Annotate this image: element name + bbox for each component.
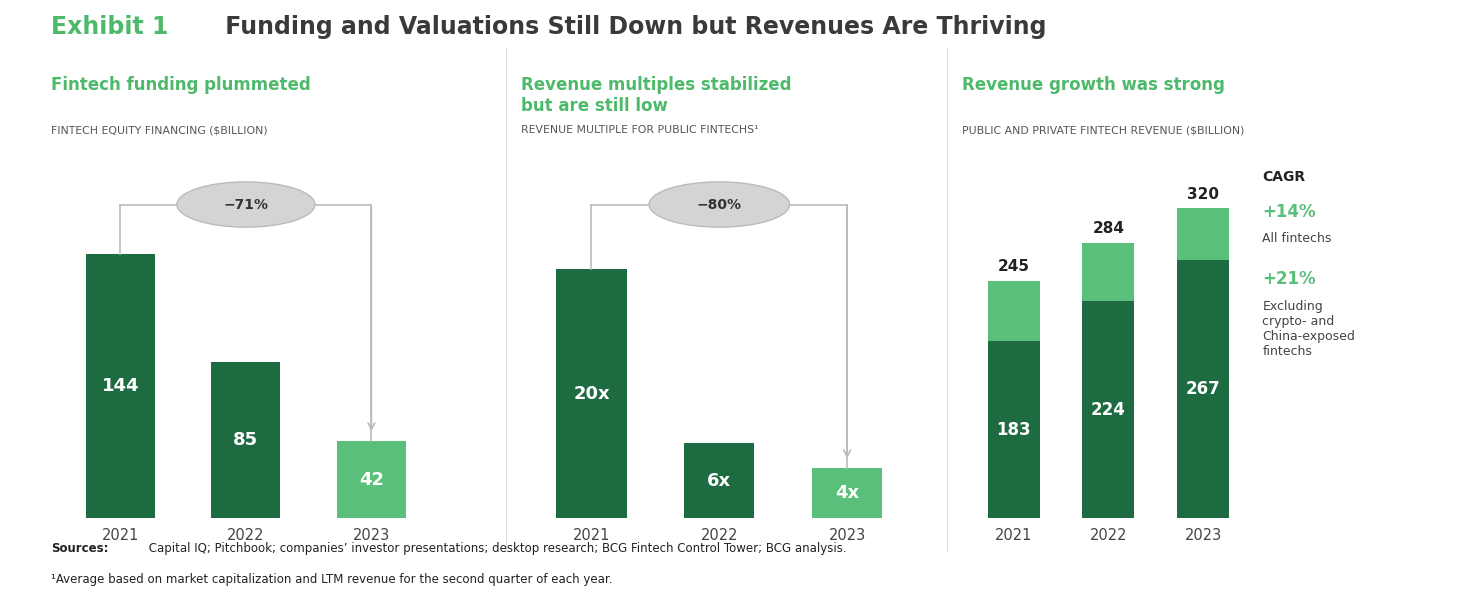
Text: Revenue growth was strong: Revenue growth was strong [962, 76, 1224, 94]
Text: Sources:: Sources: [51, 542, 109, 555]
Bar [211, 362, 280, 518]
Text: Exhibit 1: Exhibit 1 [51, 15, 169, 39]
Ellipse shape [176, 182, 316, 227]
Bar [1177, 208, 1229, 260]
Text: All fintechs: All fintechs [1262, 232, 1331, 245]
Text: 4x: 4x [835, 484, 859, 502]
Ellipse shape [649, 182, 790, 227]
Text: Revenue multiples stabilized
but are still low: Revenue multiples stabilized but are sti… [521, 76, 791, 115]
Text: 245: 245 [998, 259, 1029, 274]
Text: 267: 267 [1186, 380, 1220, 398]
Bar [988, 281, 1039, 341]
Text: 144: 144 [101, 377, 139, 395]
Text: 85: 85 [233, 431, 258, 449]
Text: 6x: 6x [708, 472, 731, 490]
Bar [684, 444, 755, 518]
Bar [812, 468, 882, 518]
Bar [1177, 260, 1229, 518]
Text: PUBLIC AND PRIVATE FINTECH REVENUE ($BILLION): PUBLIC AND PRIVATE FINTECH REVENUE ($BIL… [962, 125, 1243, 136]
Text: 320: 320 [1188, 187, 1218, 202]
Text: CAGR: CAGR [1262, 170, 1305, 184]
Text: +21%: +21% [1262, 270, 1317, 288]
Text: 20x: 20x [573, 385, 609, 402]
Text: Funding and Valuations Still Down but Revenues Are Thriving: Funding and Valuations Still Down but Re… [217, 15, 1047, 39]
Bar [336, 441, 405, 518]
Text: Fintech funding plummeted: Fintech funding plummeted [51, 76, 311, 94]
Bar [556, 269, 627, 518]
Text: −71%: −71% [223, 198, 269, 211]
Bar [1082, 301, 1135, 518]
Text: Capital IQ; Pitchbook; companies’ investor presentations; desktop research; BCG : Capital IQ; Pitchbook; companies’ invest… [145, 542, 847, 555]
Text: Excluding
crypto- and
China-exposed
fintechs: Excluding crypto- and China-exposed fint… [1262, 300, 1355, 358]
Text: ¹Average based on market capitalization and LTM revenue for the second quarter o: ¹Average based on market capitalization … [51, 573, 612, 585]
Text: REVENUE MULTIPLE FOR PUBLIC FINTECHS¹: REVENUE MULTIPLE FOR PUBLIC FINTECHS¹ [521, 125, 759, 136]
Text: 224: 224 [1091, 401, 1126, 419]
Text: −80%: −80% [697, 198, 741, 211]
Text: 284: 284 [1092, 221, 1124, 236]
Bar [87, 254, 156, 518]
Bar [1082, 243, 1135, 301]
Text: 183: 183 [997, 421, 1031, 439]
Text: 42: 42 [358, 471, 383, 488]
Bar [988, 341, 1039, 518]
Text: +14%: +14% [1262, 203, 1317, 221]
Text: FINTECH EQUITY FINANCING ($BILLION): FINTECH EQUITY FINANCING ($BILLION) [51, 125, 269, 136]
